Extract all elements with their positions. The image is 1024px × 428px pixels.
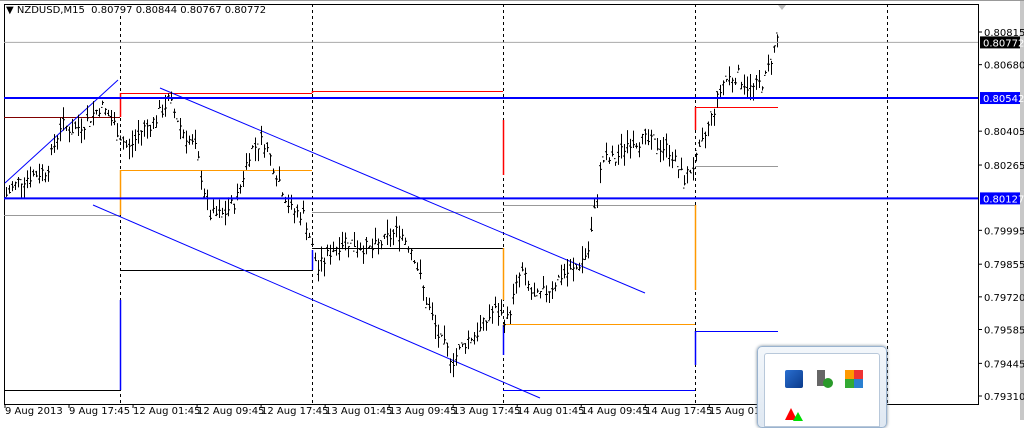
x-tick-label: 12 Aug 17:45 — [261, 406, 328, 417]
metatrader-icon[interactable] — [785, 404, 803, 422]
y-tick-label: 0.79445 — [984, 359, 1024, 370]
avg-antivirus-icon[interactable] — [845, 370, 863, 388]
y-tick-label: 0.79585 — [984, 326, 1024, 337]
symbol-label: NZDUSD,M15 — [17, 5, 85, 16]
virtualbox-icon[interactable] — [785, 370, 803, 388]
y-tick-label: 0.79995 — [984, 226, 1024, 237]
y-tick-label: 0.79310 — [984, 392, 1024, 403]
y-tick-label: 0.80265 — [984, 161, 1024, 172]
y-tick-label: 0.79720 — [984, 293, 1024, 304]
y-tick-label: 0.79855 — [984, 260, 1024, 271]
current-price-label: 0.80772 — [983, 38, 1024, 49]
y-tick-label: 0.80680 — [984, 61, 1024, 72]
x-tick-label: 14 Aug 01:45 — [517, 406, 584, 417]
x-tick-label: 12 Aug 01:45 — [133, 406, 200, 417]
usb-safely-remove-icon[interactable] — [815, 370, 833, 388]
x-tick-label: 9 Aug 2013 — [5, 406, 63, 417]
x-tick-label: 9 Aug 17:45 — [69, 406, 130, 417]
notification-tray-popup — [757, 346, 887, 428]
x-tick-label: 13 Aug 01:45 — [325, 406, 392, 417]
x-tick-label: 14 Aug 17:45 — [645, 406, 712, 417]
level-price-label: 0.80542 — [983, 94, 1024, 105]
chart-title: ▼ NZDUSD,M15 0.80797 0.80844 0.80767 0.8… — [6, 5, 266, 16]
x-tick-label: 13 Aug 09:45 — [389, 406, 456, 417]
x-tick-label: 12 Aug 09:45 — [197, 406, 264, 417]
y-tick-label: 0.80405 — [984, 127, 1024, 138]
level-price-label: 0.80127 — [983, 194, 1024, 205]
x-tick-label: 13 Aug 17:45 — [453, 406, 520, 417]
x-tick-label: 14 Aug 09:45 — [581, 406, 648, 417]
ohlc-label: 0.80797 0.80844 0.80767 0.80772 — [91, 5, 266, 16]
